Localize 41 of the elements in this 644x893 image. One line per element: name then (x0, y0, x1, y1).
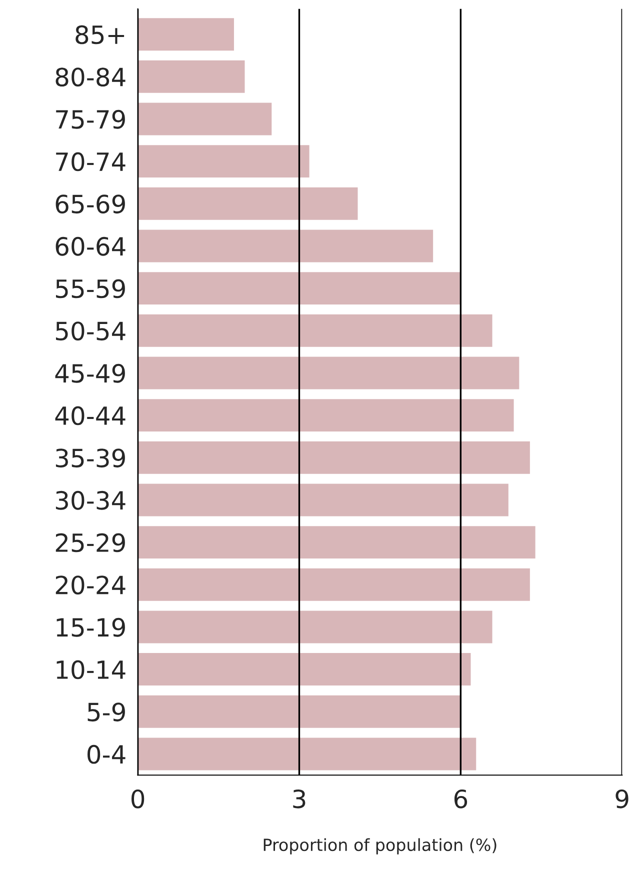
y-tick-label: 25-29 (56, 533, 125, 552)
y-tick-label: 70-74 (56, 152, 126, 172)
y-tick-label: 65-69 (56, 194, 125, 214)
bar (138, 313, 494, 348)
bar (138, 440, 532, 476)
bar (138, 652, 472, 687)
bar (138, 355, 521, 391)
bar (138, 524, 537, 560)
bar (138, 694, 462, 730)
y-tick-label: 20-24 (56, 576, 126, 594)
y-tick-label: 0-4 (88, 744, 126, 764)
x-tick-label: 3 (293, 789, 306, 808)
bar (138, 398, 516, 433)
y-tick-label: 55-59 (56, 279, 125, 298)
bar (138, 144, 311, 179)
bar (138, 101, 274, 137)
bar (138, 270, 462, 306)
y-tick-label: 80-84 (56, 68, 126, 87)
y-tick-label: 75-79 (56, 110, 125, 129)
bar (138, 228, 434, 264)
bar (138, 567, 532, 602)
bar (138, 186, 360, 222)
y-tick-label: 5-9 (88, 702, 125, 722)
y-tick-label: 50-54 (56, 322, 126, 340)
y-tick-label: 35-39 (56, 448, 125, 468)
y-tick-label: 85+ (76, 25, 124, 44)
y-tick-label: 30-34 (56, 490, 126, 510)
bar (138, 16, 236, 52)
bar (138, 482, 510, 518)
x-tick-label: 9 (616, 789, 628, 808)
bar (138, 59, 246, 94)
y-tick-label: 15-19 (56, 618, 125, 637)
y-tick-label: 45-49 (55, 364, 125, 383)
bar (138, 609, 494, 645)
y-tick-label: 10-14 (56, 660, 126, 680)
x-axis-title: Proportion of population (%) (264, 838, 496, 854)
x-tick-label: 0 (132, 789, 144, 808)
y-tick-label: 60-64 (56, 236, 126, 256)
bar (138, 736, 478, 772)
y-tick-label: 40-44 (55, 406, 126, 426)
x-tick-label: 6 (454, 789, 468, 808)
